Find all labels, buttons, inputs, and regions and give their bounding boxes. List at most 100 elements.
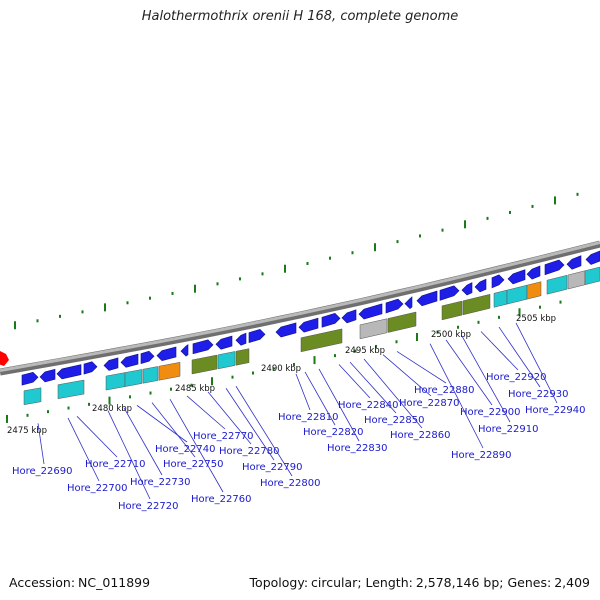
gene-arrow [544, 259, 565, 276]
feature-block [300, 328, 343, 353]
gene-arrow [341, 309, 357, 324]
inner-tick [252, 371, 254, 375]
inner-tick [67, 406, 70, 410]
label-leader [382, 354, 432, 397]
inner-tick [211, 377, 213, 386]
label-leader [429, 343, 484, 449]
inner-tick [416, 333, 418, 342]
outer-tick [486, 216, 489, 220]
gene-arrow [566, 255, 582, 270]
gene-arrow [321, 312, 341, 328]
scale-label: 2495 kbp [345, 346, 385, 356]
label-leader [235, 386, 293, 477]
label-leader [123, 407, 163, 476]
outer-tick [126, 301, 129, 305]
outer-tick [351, 251, 354, 255]
outer-tick [59, 314, 61, 318]
feature-block [387, 311, 417, 333]
gene-label: Hore_22850 [364, 415, 425, 426]
gene-arrow [56, 364, 82, 380]
label-leader [107, 410, 151, 500]
label-leader [396, 351, 447, 384]
label-leader [318, 368, 360, 442]
outer-tick [509, 210, 511, 214]
gene-label: Hore_22810 [278, 412, 339, 423]
inner-tick [539, 305, 541, 309]
feature-block [506, 284, 528, 305]
inner-tick [477, 320, 480, 324]
label-leader [225, 388, 275, 461]
scale-label: 2475 kbp [7, 426, 47, 436]
label-leader [461, 335, 511, 423]
outer-tick [576, 192, 579, 196]
gene-label: Hore_22730 [130, 477, 191, 488]
inner-tick [190, 383, 193, 387]
gene-arrow [120, 353, 139, 368]
label-leader [76, 416, 118, 458]
gene-arrow [585, 250, 600, 265]
gene-arrow [140, 350, 155, 365]
label-leader [363, 358, 423, 429]
feature-block [546, 274, 568, 295]
label-leader [295, 373, 311, 411]
outer-tick [531, 204, 534, 208]
gene-label: Hore_22860 [390, 430, 451, 441]
inner-tick [26, 413, 29, 417]
outer-tick [464, 220, 466, 229]
gene-arrow [439, 285, 460, 301]
scale-label: 2490 kbp [261, 364, 301, 374]
outer-tick [396, 240, 399, 244]
gene-label: Hore_22840 [338, 400, 399, 411]
gene-arrow [103, 357, 119, 371]
gene-label: Hore_22750 [163, 459, 224, 470]
outer-tick [216, 282, 219, 286]
inner-tick [313, 356, 316, 365]
genes-value: 2,409 [554, 575, 590, 590]
gene-label: Hore_22710 [85, 459, 146, 470]
gene-arrow [83, 361, 98, 375]
gene-label: Hore_22720 [118, 501, 179, 512]
inner-tick [272, 367, 275, 371]
gene-arrow [526, 265, 541, 280]
outer-tick [171, 291, 174, 295]
outer-tick [261, 272, 264, 276]
gene-label: Hore_22780 [219, 446, 280, 457]
inner-tick [293, 362, 295, 366]
gene-label: Hore_22900 [460, 407, 521, 418]
feature-block [23, 387, 42, 406]
inner-tick [170, 387, 172, 391]
gene-arrow [474, 278, 487, 293]
gene-label: Hore_22690 [12, 466, 73, 477]
outer-tick [36, 319, 39, 323]
inner-tick [231, 375, 234, 379]
gene-label: Hore_22880 [414, 385, 475, 396]
label-leader [151, 402, 196, 458]
accession-info: Accession: NC_011899 [9, 575, 150, 590]
accession-value: NC_011899 [78, 575, 151, 590]
feature-block [359, 318, 388, 340]
backbone-shadow [0, 240, 600, 376]
outer-tick [284, 264, 286, 273]
genes-label: Genes: [507, 575, 552, 590]
label-leader [304, 371, 336, 426]
label-leader [480, 331, 519, 371]
gene-label: Hore_22870 [399, 398, 460, 409]
gene-arrow [404, 296, 413, 309]
gene-arrow [385, 298, 404, 314]
gene-label: Hore_22760 [191, 494, 252, 505]
inner-tick [88, 402, 90, 406]
gene-arrow [192, 339, 214, 355]
outer-tick [441, 228, 444, 232]
gene-label: Hore_22770 [193, 431, 254, 442]
outer-tick [419, 234, 421, 238]
genome-summary: Topology: circular; Length: 2,578,146 bp; … [249, 575, 590, 590]
length-label: Length: [365, 575, 413, 590]
gene-arrow [298, 317, 319, 333]
gene-label: Hore_22790 [242, 462, 303, 473]
gene-arrow [275, 322, 297, 338]
feature-block [493, 289, 508, 308]
gene-arrow [461, 282, 473, 296]
feature-block [235, 348, 250, 366]
outer-tick [374, 243, 376, 252]
gene-arrow [507, 269, 526, 285]
